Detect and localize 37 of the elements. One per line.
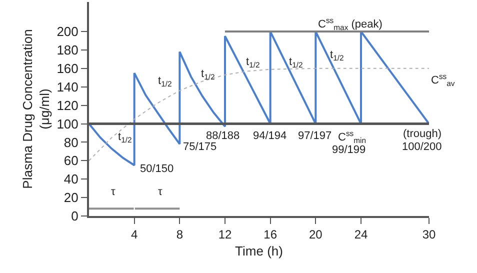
annotation: 97/197 (298, 130, 332, 142)
annotation: τ (158, 186, 163, 198)
annotation: 94/194 (253, 130, 287, 142)
annotation: t$_{1/2}$ (246, 56, 260, 70)
x-tick-label: 24 (354, 227, 368, 242)
y-tick-label: 140 (56, 79, 78, 94)
annotation: (trough) (403, 128, 442, 140)
x-tick-label: 12 (218, 227, 232, 242)
annotation: t$_{1/2}$ (330, 49, 344, 62)
y-tick-label: 20 (64, 190, 78, 206)
annotation: 100/200 (402, 141, 442, 153)
x-tick-label: 8 (176, 227, 184, 242)
x-tick-label: 16 (264, 227, 278, 242)
annotation: 99/199 (332, 144, 366, 156)
x-tick-label: 4 (130, 227, 138, 242)
y-tick-label: 180 (56, 42, 78, 58)
x-tick-label: 20 (308, 227, 323, 242)
y-tick-label: 160 (56, 60, 78, 76)
annotation: 50/150 (140, 163, 174, 175)
y-tick-label: 80 (64, 134, 78, 150)
annotation: t$_{1/2}$ (201, 68, 215, 82)
x-tick-label: 30 (422, 227, 436, 242)
annotation: C$^{ss}$$_{max}$ (peak) (318, 16, 382, 32)
y-tick-label: 120 (56, 98, 78, 113)
y-tick-label: 100 (56, 116, 78, 132)
y-tick-label: 200 (56, 24, 78, 40)
annotation: t$_{1/2}$ (118, 131, 132, 144)
annotation: t$_{1/2}$ (158, 75, 172, 88)
annotation: 75/175 (183, 141, 217, 153)
annotation: t$_{1/2}$ (289, 56, 303, 70)
y-axis-title: Plasma Drug Concentration (μg/ml) (20, 29, 52, 189)
annotation: τ (111, 186, 116, 198)
y-tick-label: 40 (64, 172, 78, 187)
y-tick-label: 0 (71, 208, 78, 224)
y-tick-label: 60 (64, 153, 78, 168)
annotation: 88/188 (206, 130, 240, 142)
x-axis-title: Time (h) (235, 244, 283, 258)
